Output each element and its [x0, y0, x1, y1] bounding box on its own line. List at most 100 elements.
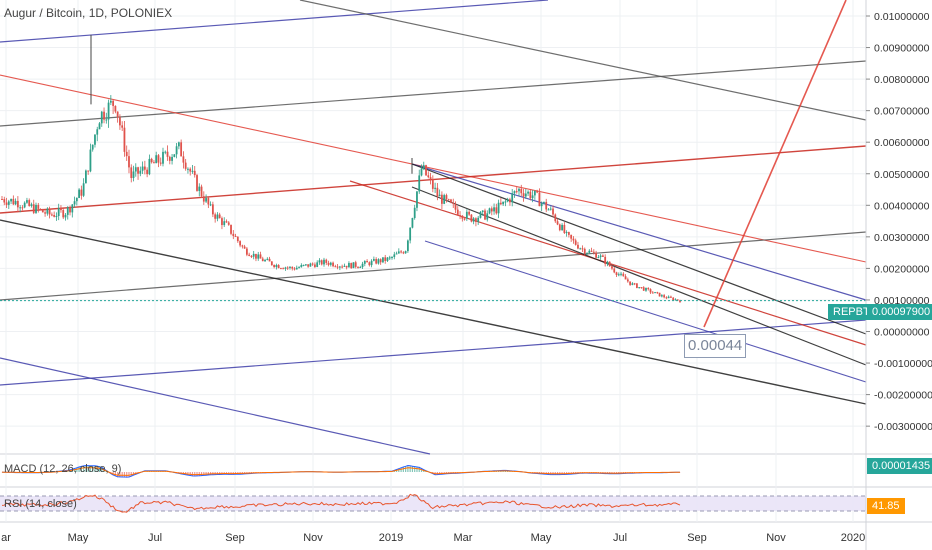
candle-body: [37, 204, 40, 209]
x-tick-label: ar: [1, 532, 11, 544]
candle-body: [445, 195, 448, 200]
macd-label[interactable]: MACD (12, 26, close, 9): [4, 463, 122, 475]
candle-body: [359, 267, 362, 269]
trend-line: [424, 240, 867, 383]
candle-body: [80, 189, 83, 196]
trend-line: [703, 0, 847, 328]
candle-body: [540, 202, 543, 207]
macd-histogram-bar: [119, 472, 121, 478]
candle-body: [155, 155, 158, 164]
macd-signal-line: [1, 467, 680, 476]
candle-body: [665, 297, 668, 299]
candle-body: [343, 265, 346, 267]
candle-body: [268, 258, 271, 262]
macd-histogram-bar: [80, 466, 82, 472]
candle-body: [397, 251, 400, 254]
candle-body: [420, 168, 423, 176]
candle-body: [211, 204, 214, 215]
candle-body: [484, 210, 486, 220]
candle-body: [116, 111, 119, 118]
candle-body: [82, 183, 85, 196]
candle-body: [241, 245, 244, 247]
candle-body: [481, 210, 484, 213]
candle-body: [39, 208, 42, 210]
candle-body: [570, 234, 573, 239]
candle-body: [257, 254, 260, 259]
trend-line: [0, 74, 867, 263]
rsi-label[interactable]: RSI (14, close): [4, 498, 77, 510]
candle-body: [477, 217, 480, 222]
candle-body: [41, 209, 44, 213]
candle-body: [547, 209, 550, 211]
trend-lines: [0, 0, 867, 455]
price-axis[interactable]: 0.01000000 0.00900000 0.00800000 0.00700000…: [865, 0, 932, 550]
candle-body: [588, 250, 591, 253]
trend-line: [0, 357, 431, 455]
candle-body: [314, 264, 316, 267]
candle-body: [368, 262, 371, 266]
candle-body: [674, 299, 677, 301]
x-tick-label: Mar: [454, 532, 473, 544]
candle-body: [32, 204, 35, 213]
candle-body: [114, 105, 117, 112]
candle-body: [141, 166, 144, 171]
candle-body: [230, 224, 232, 234]
time-axis[interactable]: ar May Jul Sep Nov 2019 Mar May Jul Sep Nov 2020: [1, 532, 865, 544]
candle-body: [375, 259, 378, 264]
candle-body: [5, 202, 8, 205]
candle-body: [318, 260, 321, 263]
macd-histogram-bar: [94, 466, 96, 472]
candle-body: [434, 187, 437, 189]
price-annotation[interactable]: 0.00044: [684, 334, 747, 358]
candle-body: [55, 216, 58, 218]
candle-body: [35, 204, 37, 213]
candle-body: [291, 266, 294, 269]
grid-lines: [0, 0, 932, 523]
candle-body: [336, 266, 339, 268]
trend-line: [411, 163, 867, 301]
candle-body: [370, 260, 373, 266]
candle-body: [100, 111, 103, 124]
candle-body: [357, 266, 359, 268]
x-tick-label: May: [531, 532, 552, 544]
candle-body: [552, 208, 554, 215]
candle-body: [75, 197, 78, 202]
candle-body: [239, 241, 241, 246]
candle-body: [427, 175, 430, 178]
rsi-pane: [0, 493, 866, 513]
y-tick-label: 0.00300000: [874, 232, 930, 244]
candle-body: [293, 268, 296, 270]
candle-body: [252, 253, 255, 257]
macd-histogram-bar: [128, 472, 130, 478]
candle-body: [146, 169, 149, 175]
candle-body: [243, 246, 246, 249]
candle-body: [513, 191, 516, 194]
candle-body: [638, 287, 641, 289]
y-tick-label: 0.00400000: [874, 200, 930, 212]
candle-body: [379, 259, 382, 263]
y-tick-label: 0.00200000: [874, 263, 930, 275]
candle-body: [341, 266, 344, 268]
candle-body: [504, 201, 507, 203]
candle-body: [162, 151, 164, 164]
candle-body: [119, 117, 121, 126]
candle-body: [558, 224, 561, 231]
x-tick-label: Nov: [303, 532, 323, 544]
x-tick-label: Sep: [225, 532, 245, 544]
candle-body: [73, 201, 76, 205]
x-tick-label: 2019: [379, 532, 403, 544]
x-tick-label: 2020: [841, 532, 865, 544]
candle-body: [617, 274, 620, 276]
candle-body: [400, 251, 402, 253]
candle-body: [565, 232, 568, 234]
candle-body: [137, 167, 139, 174]
candle-body: [561, 224, 563, 231]
candle-body: [418, 175, 421, 192]
candle-body: [98, 123, 101, 130]
candle-body: [404, 251, 407, 254]
x-tick-label: Nov: [766, 532, 786, 544]
candle-body: [168, 156, 171, 161]
candle-body: [248, 254, 251, 256]
candle-body: [393, 254, 396, 258]
